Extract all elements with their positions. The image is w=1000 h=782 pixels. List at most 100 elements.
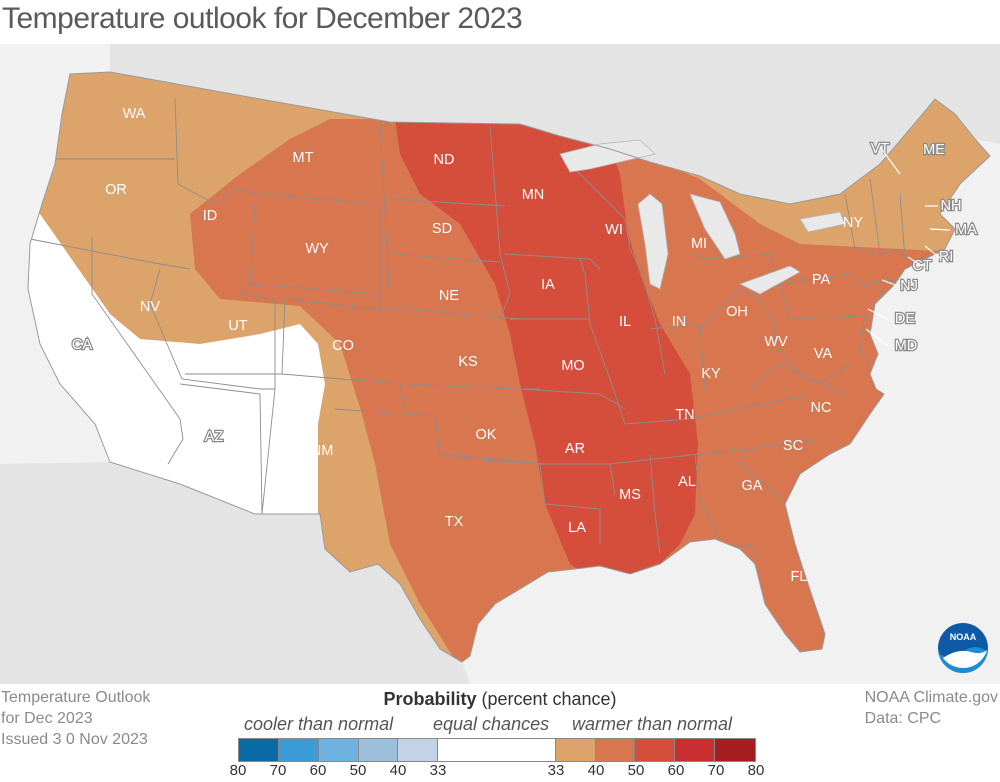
state-label-vt: VT [871,141,890,157]
legend-tick-label: 80 [229,762,247,779]
great-lakes [559,139,846,295]
state-label-oh: OH [726,304,748,320]
state-label-ut: UT [228,318,247,334]
state-label-ar: AR [565,441,585,457]
state-label-sc: SC [783,438,803,454]
legend-title: Probability (percent chance) [0,689,1000,710]
leader-ma [929,228,951,231]
state-label-pa: PA [812,272,831,288]
canada-landmass [110,44,1000,204]
state-label-mi: MI [691,236,707,252]
swatch-cool-70 [278,739,319,761]
swatch-warm-80 [715,739,755,761]
mexico-landmass [0,462,470,684]
state-label-nv: NV [140,299,160,315]
legend-tick-label: 50 [627,762,645,779]
legend-tick-label: 40 [389,762,407,779]
outlook-info: Temperature Outlook for Dec 2023 Issued … [1,687,150,750]
state-label-sd: SD [432,221,452,237]
state-label-ma: MA [955,222,977,238]
state-label-wv: WV [764,334,788,350]
legend-color-bar [238,738,756,762]
outlook-info-line2: for Dec 2023 [1,710,93,727]
state-label-nh: NH [941,198,962,214]
swatch-warm-50 [595,739,636,761]
leader-de [867,308,889,321]
state-label-nd: ND [434,152,455,168]
legend-tick-label: 33 [547,762,565,779]
state-label-ky: KY [701,366,721,382]
lake-michigan [637,193,669,290]
state-label-az: AZ [205,429,224,445]
state-label-nj: NJ [900,278,918,294]
legend-equal-label: equal chances [433,714,550,734]
state-label-me: ME [923,142,945,158]
state-label-ok: OK [476,427,497,443]
noaa-logo: NOAA [938,623,988,673]
state-label-ga: GA [742,478,763,494]
state-label-md: MD [895,338,918,354]
state-borders [29,98,911,565]
state-label-mt: MT [293,150,314,166]
credit-line2: Data: CPC [864,710,942,727]
legend-title-rest: (percent chance) [476,689,617,709]
state-label-de: DE [895,311,915,327]
state-label-mo: MO [561,358,584,374]
legend-tick-label: 50 [349,762,367,779]
outlook-info-line3: Issued 3 0 Nov 2023 [1,731,148,748]
state-label-tx: TX [445,514,464,530]
map-svg: WA OR CA NV ID MT WY UT CO AZ NM ND SD NE KS OK TX MN IA MO… [0,44,1000,684]
legend-tick-label: 60 [667,762,685,779]
swatch-cool-50 [358,739,399,761]
outlook-info-line1: Temperature Outlook [1,689,151,706]
swatch-cool-60 [318,739,359,761]
leader-md [865,328,889,347]
legend-tick-label: 70 [269,762,287,779]
baja-peninsula [118,484,160,619]
swatch-cool-40 [398,739,439,761]
state-label-ne: NE [439,288,459,304]
leader-nj [881,279,899,287]
swatch-cool-80 [239,739,279,761]
state-label-wi: WI [605,222,623,238]
leader-ri [924,245,941,259]
state-label-ri: RI [939,249,954,265]
state-label-ks: KS [458,354,477,370]
state-label-tn: TN [675,407,694,423]
noaa-logo-text: NOAA [950,632,977,642]
swatch-warm-40 [555,739,596,761]
legend-warmer-label: warmer than normal [572,714,733,734]
lake-erie [738,265,801,295]
legend-tick-label: 40 [587,762,605,779]
state-label-co: CO [332,338,354,354]
map-title: Temperature outlook for December 2023 [2,2,523,35]
lake-ontario [799,211,846,233]
state-labels: WA OR CA NV ID MT WY UT CO AZ NM ND SD NE KS OK TX MN IA MO… [71,106,979,585]
state-label-or: OR [105,182,127,198]
legend-cooler-label: cooler than normal [244,714,394,734]
credit-line1: NOAA Climate.gov [864,689,998,706]
state-label-id: ID [203,208,218,224]
legend-tick-label: 70 [707,762,725,779]
state-label-il: IL [619,314,631,330]
state-label-fl: FL [791,569,808,585]
state-label-ny: NY [843,215,863,231]
legend-tick-label: 33 [429,762,447,779]
legend-tick-label: 80 [747,762,765,779]
state-label-nc: NC [811,400,832,416]
swatch-equal [438,739,556,761]
leader-ct [907,256,923,267]
zone-warm-60 [395,119,698,584]
state-label-mn: MN [522,187,545,203]
state-label-ms: MS [619,487,641,503]
state-label-in: IN [672,314,687,330]
legend-tick-label: 60 [309,762,327,779]
state-label-al: AL [678,474,696,490]
swatch-warm-60 [635,739,676,761]
swatch-warm-70 [675,739,716,761]
legend-title-bold: Probability [383,689,477,709]
state-label-la: LA [568,520,586,536]
state-leader-lines [865,146,951,347]
outlook-map: WA OR CA NV ID MT WY UT CO AZ NM ND SD NE KS OK TX MN IA MO… [0,44,1000,684]
state-label-nm: NM [311,443,334,459]
